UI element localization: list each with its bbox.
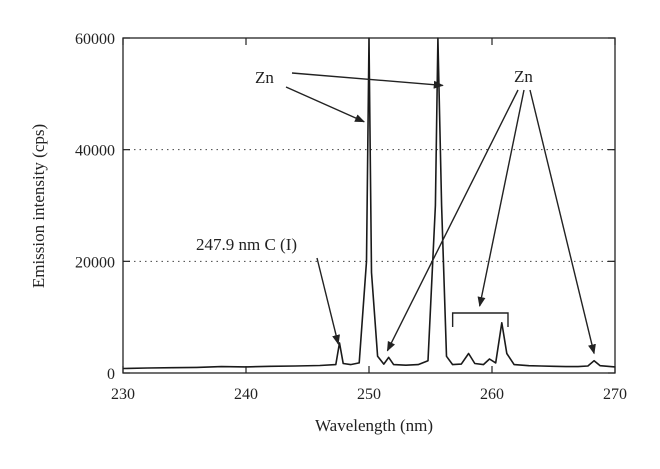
annotation-arrow xyxy=(529,89,596,355)
spectrum-line xyxy=(122,37,616,370)
y-tick-label: 0 xyxy=(107,366,115,383)
y-tick-label: 60000 xyxy=(75,31,115,48)
annotation-arrow xyxy=(316,257,340,345)
x-tick-label: 270 xyxy=(603,386,627,403)
annotation-arrow xyxy=(477,89,525,307)
annotation-arrow xyxy=(291,72,444,89)
x-ticks: 230 240 250 260 270 xyxy=(111,38,627,403)
y-axis-title: Emission intensity (cps) xyxy=(29,124,48,288)
annotation-carbon-label: 247.9 nm C (I) xyxy=(196,235,297,254)
y-ticks: 0 20000 40000 60000 xyxy=(75,31,615,383)
annotation-arrow xyxy=(386,89,519,352)
x-tick-label: 230 xyxy=(111,386,135,403)
annotation-zn-label-2: Zn xyxy=(514,67,533,86)
series-layer xyxy=(122,37,616,370)
annotation-arrow xyxy=(285,86,365,123)
x-tick-label: 250 xyxy=(357,386,381,403)
x-tick-label: 240 xyxy=(234,386,258,403)
y-tick-label: 20000 xyxy=(75,254,115,271)
annotation-zn-label-1: Zn xyxy=(255,68,274,87)
y-tick-label: 40000 xyxy=(75,143,115,160)
annotations: 247.9 nm C (I) Zn Zn xyxy=(196,67,596,355)
x-tick-label: 260 xyxy=(480,386,504,403)
x-axis-title: Wavelength (nm) xyxy=(315,416,433,435)
zn-group-bracket xyxy=(451,312,509,327)
